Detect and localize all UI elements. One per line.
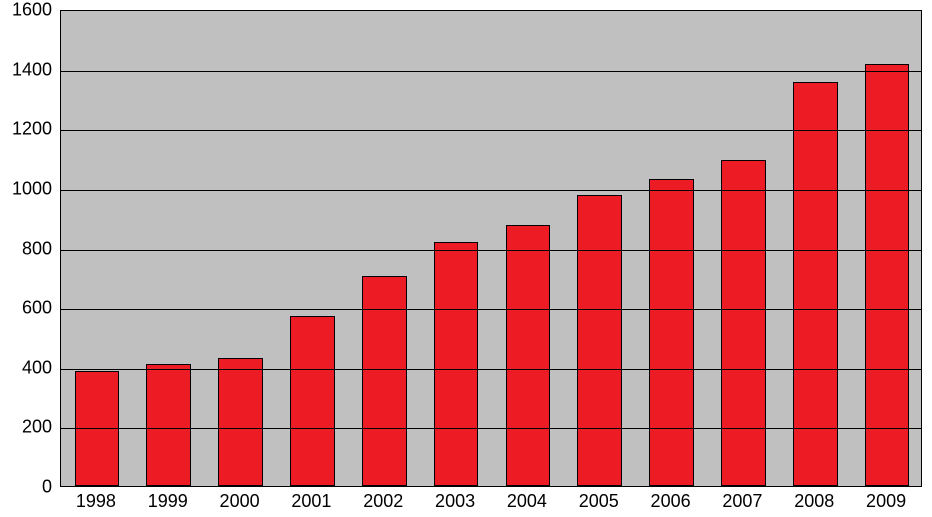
bar (218, 358, 263, 486)
bar (721, 160, 766, 486)
y-axis: 02004006008001000120014001600 (0, 0, 60, 487)
y-tick-label: 1600 (12, 0, 52, 21)
x-tick-label: 2005 (579, 491, 619, 512)
gridline (61, 428, 921, 429)
bar (506, 225, 551, 486)
x-tick-label: 2009 (866, 491, 906, 512)
bar (290, 316, 335, 486)
x-tick-label: 1998 (76, 491, 116, 512)
bar (793, 82, 838, 486)
y-tick-label: 0 (42, 477, 52, 498)
bar-chart: 0 200 400 600 800 1000 1200 1400 1600 1998 1999 20… (0, 0, 932, 517)
x-tick-label: 1999 (148, 491, 188, 512)
y-tick-label: 400 (22, 357, 52, 378)
y-tick-label: 200 (22, 417, 52, 438)
x-tick-label: 2001 (291, 491, 331, 512)
x-tick-label: 2000 (220, 491, 260, 512)
y-tick-label: 800 (22, 238, 52, 259)
x-axis: 1998 1999 2000 2001 2002 2003 2004 2005 2006 2007… (60, 487, 922, 517)
bars-layer (61, 11, 921, 486)
bar (577, 195, 622, 486)
gridline (61, 369, 921, 370)
x-tick-label: 2004 (507, 491, 547, 512)
y-tick-label: 1200 (12, 119, 52, 140)
x-tick-label: 2008 (794, 491, 834, 512)
bar (649, 179, 694, 486)
gridline (61, 130, 921, 131)
bar (362, 276, 407, 486)
gridline (61, 190, 921, 191)
gridline (61, 71, 921, 72)
x-tick-label: 2007 (722, 491, 762, 512)
x-tick-label: 2002 (363, 491, 403, 512)
y-tick-label: 1400 (12, 59, 52, 80)
y-tick-label: 600 (22, 298, 52, 319)
x-tick-label: 2006 (651, 491, 691, 512)
x-tick-label: 2003 (435, 491, 475, 512)
bar (865, 64, 910, 486)
bar (434, 242, 479, 486)
gridline (61, 250, 921, 251)
bar (146, 364, 191, 486)
plot-area (60, 10, 922, 487)
y-tick-label: 1000 (12, 178, 52, 199)
gridline (61, 309, 921, 310)
